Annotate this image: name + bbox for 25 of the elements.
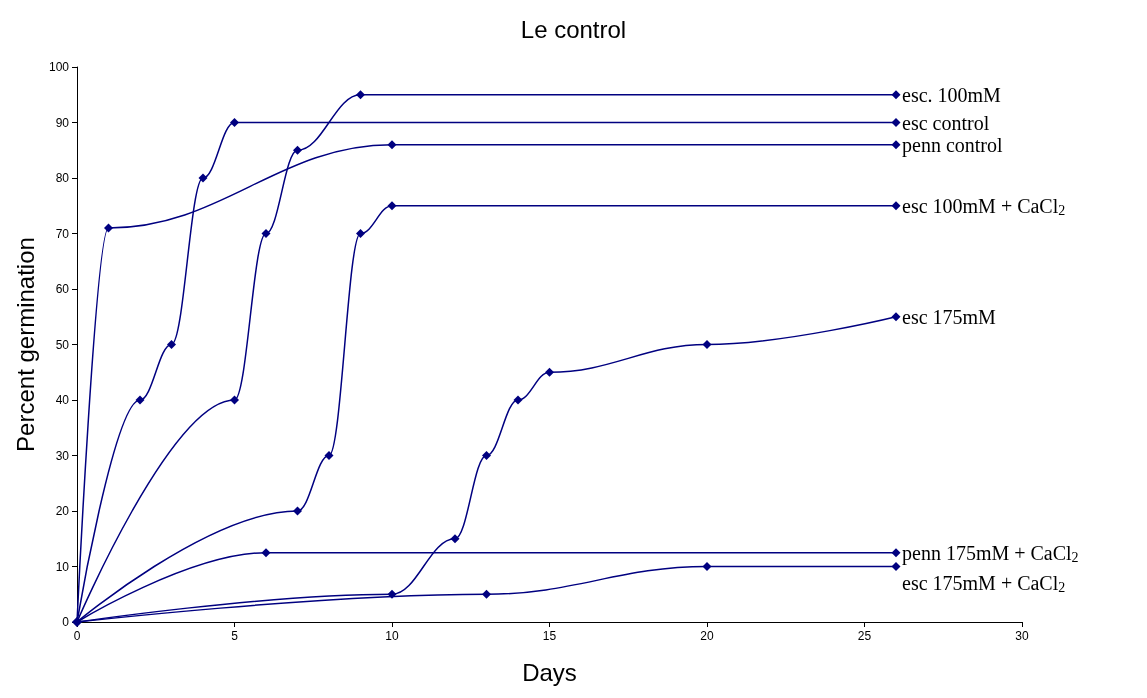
y-axis-title: Percent germination [11, 237, 39, 452]
y-tick-label: 20 [55, 504, 70, 518]
y-tick-label: 70 [55, 226, 70, 241]
x-tick-label: 25 [857, 629, 872, 643]
y-tick-label: 100 [48, 60, 70, 74]
y-tick-label: 30 [55, 448, 70, 463]
y-tick-label: 80 [55, 171, 70, 185]
y-tick-label: 40 [55, 393, 70, 407]
series-label: penn control [902, 133, 1003, 157]
series-label: esc control [902, 111, 990, 134]
chart-title: Le control [520, 15, 627, 43]
x-tick-label: 5 [231, 629, 239, 643]
x-tick-label: 15 [542, 629, 557, 643]
series-label: esc 175mM [902, 305, 997, 328]
x-axis-title: Days [522, 658, 577, 686]
y-tick-label: 50 [55, 337, 70, 352]
x-tick-label: 30 [1015, 629, 1029, 643]
y-tick-label: 0 [62, 615, 70, 629]
y-tick-label: 60 [55, 282, 70, 296]
y-tick-label: 90 [55, 115, 70, 130]
x-tick-label: 0 [73, 629, 81, 643]
series-label: esc. 100mM [902, 83, 1002, 106]
y-tick-label: 10 [55, 559, 70, 574]
x-tick-label: 20 [700, 629, 714, 643]
x-tick-label: 10 [385, 629, 399, 643]
